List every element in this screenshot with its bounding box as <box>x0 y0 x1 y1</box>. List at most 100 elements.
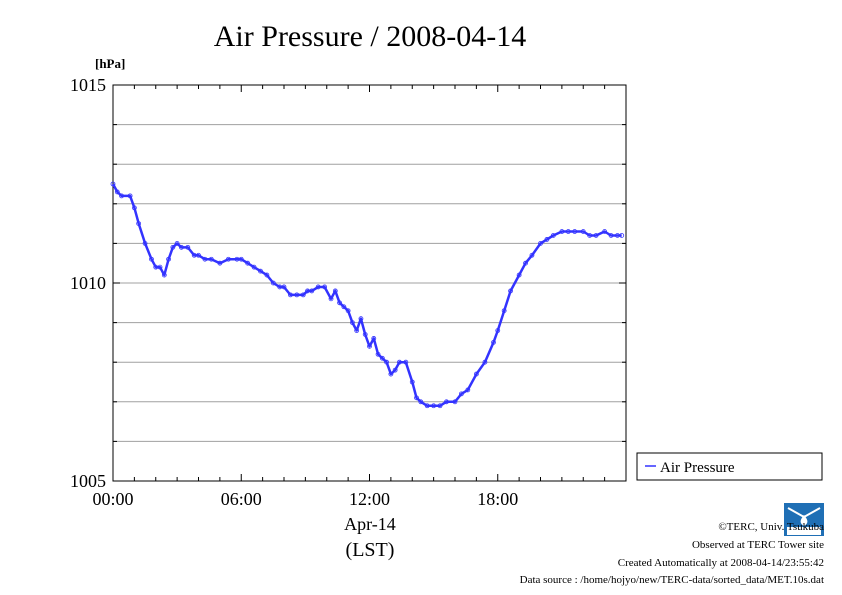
y-axis-unit-label: [hPa] <box>95 56 125 71</box>
chart-title: Air Pressure / 2008-04-14 <box>214 20 526 53</box>
data-point-78 <box>559 229 565 234</box>
data-point-38 <box>328 296 334 302</box>
observed-text: Observed at TERC Tower site <box>691 539 824 551</box>
data-point-85 <box>608 233 614 238</box>
x-axis-labels: 00:00 06:00 12:00 18:00 <box>92 489 518 509</box>
x-axis-timezone-label: (LST) <box>346 539 395 561</box>
grid-lines <box>113 124 626 442</box>
data-point-71 <box>508 288 513 294</box>
data-point-10 <box>161 272 167 278</box>
data-point-26 <box>258 268 263 274</box>
terc-logo <box>784 503 824 536</box>
data-point-23 <box>238 256 244 262</box>
data-point-31 <box>288 292 293 298</box>
data-point-25 <box>251 264 257 270</box>
legend: Air Pressure <box>636 452 823 481</box>
data-point-69 <box>495 328 501 333</box>
data-point-60 <box>431 403 437 409</box>
data-point-62 <box>444 399 449 405</box>
data-point-11 <box>166 256 171 262</box>
data-point-24 <box>245 260 251 266</box>
data-point-3 <box>127 193 133 199</box>
data-point-53 <box>392 367 398 373</box>
x-tick-label-1: 06:00 <box>221 489 262 509</box>
data-point-61 <box>437 403 443 409</box>
y-tick-label-0: 1005 <box>70 471 106 491</box>
y-tick-label-1: 1010 <box>70 273 106 293</box>
data-point-43 <box>349 320 355 326</box>
data-point-81 <box>580 229 586 234</box>
y-axis-labels: 1005 1010 1015 <box>70 75 106 491</box>
x-tick-label-3: 18:00 <box>477 489 518 509</box>
data-point-48 <box>371 336 377 341</box>
data-point-59 <box>424 403 430 409</box>
data-point-2 <box>119 193 124 199</box>
data-point-12 <box>170 244 176 250</box>
data-point-47 <box>367 343 372 349</box>
data-point-56 <box>409 379 415 385</box>
data-point-28 <box>270 280 276 286</box>
axis-ticks <box>112 84 627 482</box>
data-point-55 <box>403 359 409 365</box>
data-point-57 <box>414 395 419 401</box>
legend-box <box>636 452 823 481</box>
series-air-pressure <box>110 181 625 409</box>
data-point-21 <box>226 256 231 262</box>
data-point-84 <box>602 229 608 234</box>
data-point-14 <box>178 244 184 250</box>
data-point-52 <box>388 371 394 377</box>
data-point-35 <box>309 288 315 294</box>
data-point-13 <box>174 240 180 246</box>
data-point-51 <box>384 359 390 365</box>
data-point-17 <box>196 252 201 258</box>
data-point-4 <box>131 205 137 211</box>
data-point-63 <box>452 399 458 405</box>
data-point-58 <box>418 399 424 405</box>
data-point-54 <box>397 359 402 365</box>
data-point-42 <box>345 308 351 314</box>
data-point-5 <box>136 221 142 227</box>
data-point-44 <box>354 328 360 333</box>
data-point-50 <box>379 355 385 361</box>
data-point-36 <box>315 284 321 290</box>
legend-label: Air Pressure <box>660 460 735 476</box>
data-point-77 <box>550 233 556 238</box>
data-point-45 <box>358 316 364 322</box>
x-axis-date-label: Apr-14 <box>344 514 396 534</box>
data-point-37 <box>322 284 328 290</box>
data-point-15 <box>185 244 191 250</box>
data-point-41 <box>341 304 347 310</box>
data-point-65 <box>465 387 471 393</box>
data-point-40 <box>337 300 342 306</box>
data-point-72 <box>516 272 522 278</box>
data-point-39 <box>332 288 338 294</box>
data-point-87 <box>619 233 625 238</box>
data-point-83 <box>593 233 599 238</box>
data-point-19 <box>208 256 214 262</box>
data-point-76 <box>544 237 550 242</box>
data-point-73 <box>523 260 528 266</box>
data-point-9 <box>157 264 163 270</box>
data-point-68 <box>491 339 496 345</box>
copyright-text: ©TERC, Univ. Tsukuba <box>718 521 824 533</box>
data-point-82 <box>587 233 593 238</box>
data-point-80 <box>572 229 578 234</box>
data-point-74 <box>529 252 535 258</box>
data-point-18 <box>202 256 208 262</box>
x-tick-label-2: 12:00 <box>349 489 390 509</box>
data-point-0 <box>110 181 116 187</box>
data-point-46 <box>362 332 368 337</box>
created-text: Created Automatically at 2008-04-14/23:5… <box>617 557 824 569</box>
data-point-33 <box>300 292 306 298</box>
y-tick-label-2: 1015 <box>70 75 106 95</box>
data-point-6 <box>142 240 148 246</box>
data-point-70 <box>501 308 507 314</box>
data-point-66 <box>473 371 479 377</box>
data-point-1 <box>114 189 120 195</box>
data-point-49 <box>375 351 381 357</box>
data-point-64 <box>459 391 464 397</box>
x-tick-label-0: 00:00 <box>92 489 133 509</box>
data-source-text: Data source : /home/hojyo/new/TERC-data/… <box>519 574 824 586</box>
data-point-79 <box>565 229 571 234</box>
